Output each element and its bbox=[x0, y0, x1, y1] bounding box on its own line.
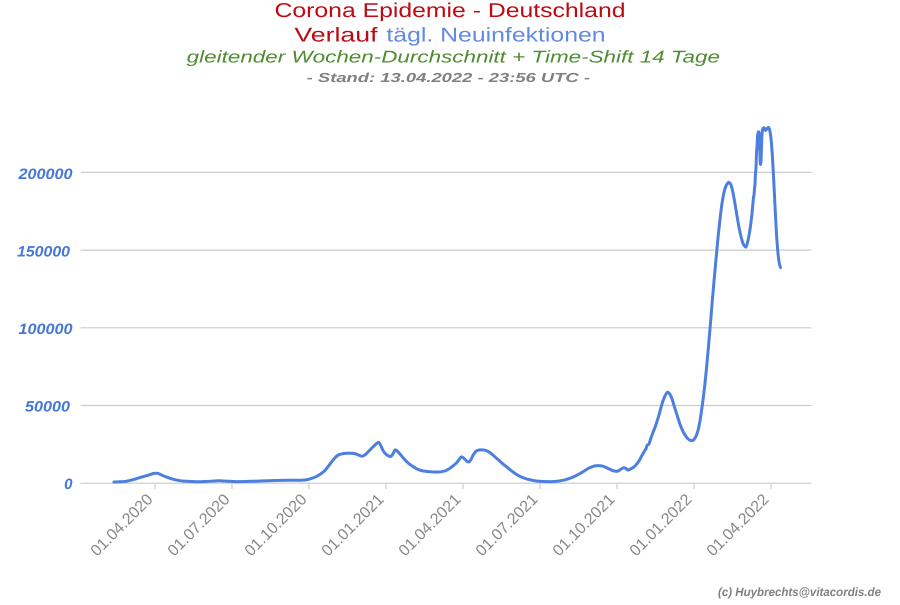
svg-text:(c) Huybrechts@vitacordis.de: (c) Huybrechts@vitacordis.de bbox=[718, 585, 881, 599]
svg-text:Corona Epidemie - Deutschland: Corona Epidemie - Deutschland bbox=[275, 0, 626, 22]
svg-text:Verlauf: Verlauf bbox=[294, 24, 378, 46]
svg-text:gleitender Wochen-Durchschnitt: gleitender Wochen-Durchschnitt + Time-Sh… bbox=[187, 48, 720, 67]
svg-text:150000: 150000 bbox=[17, 244, 71, 261]
svg-text:0: 0 bbox=[64, 476, 73, 493]
svg-text:- Stand: 13.04.2022 - 23:56 UT: - Stand: 13.04.2022 - 23:56 UTC - bbox=[307, 70, 590, 85]
svg-text:100000: 100000 bbox=[19, 321, 74, 338]
svg-text:tägl. Neuinfektionen: tägl. Neuinfektionen bbox=[386, 24, 605, 46]
svg-text:50000: 50000 bbox=[25, 399, 71, 416]
svg-text:200000: 200000 bbox=[17, 166, 73, 183]
